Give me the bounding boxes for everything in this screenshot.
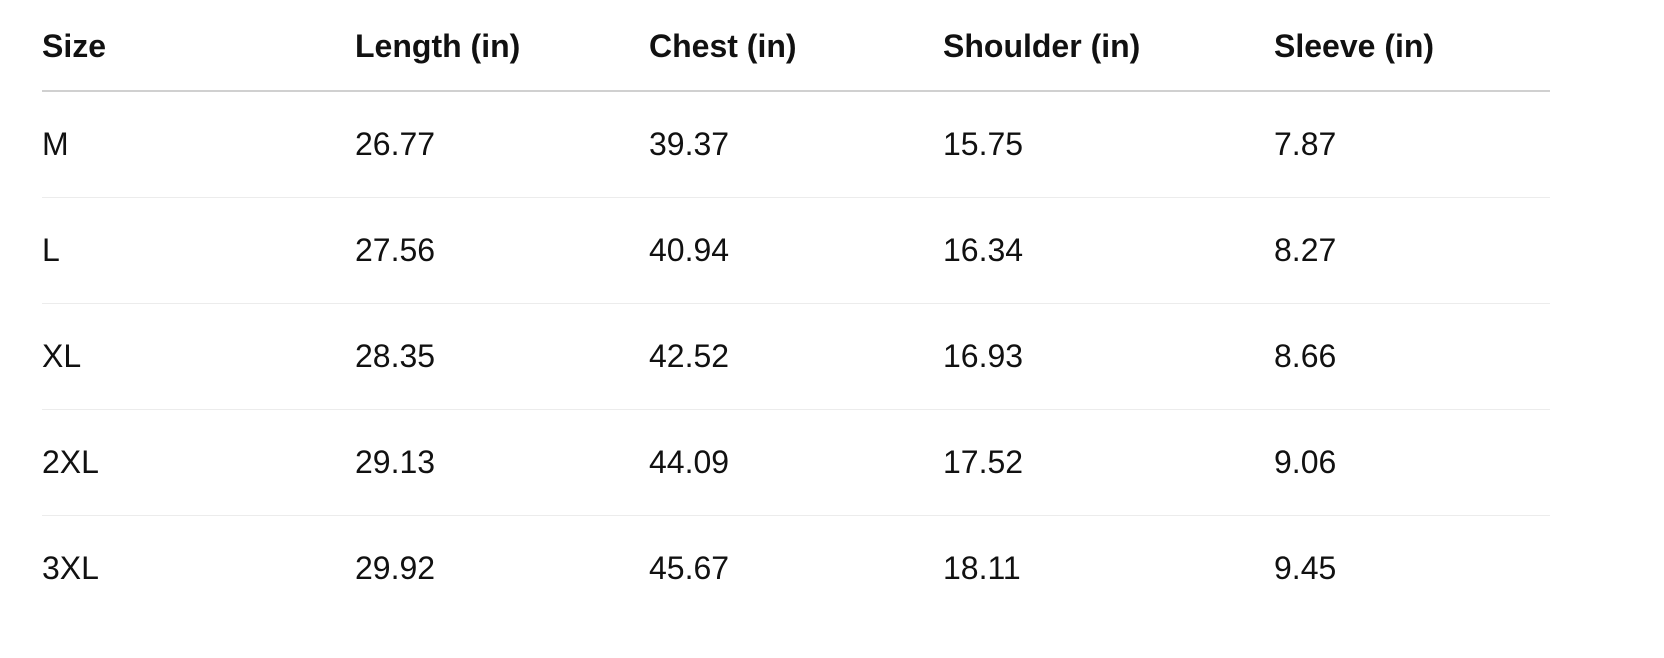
table-row: XL 28.35 42.52 16.93 8.66 — [42, 303, 1550, 410]
table-cell: 16.93 — [943, 303, 1274, 410]
table-cell: 9.45 — [1274, 550, 1337, 586]
table-cell: 15.75 — [943, 91, 1274, 198]
table-cell: 39.37 — [649, 91, 943, 198]
table-cell: 3XL — [42, 550, 99, 586]
table-cell: 28.35 — [355, 303, 649, 410]
table-cell: 9.06 — [1274, 409, 1550, 516]
table-cell: 42.52 — [649, 303, 943, 410]
header-cell: Shoulder (in) — [943, 0, 1274, 92]
table-row: 2XL 29.13 44.09 17.52 9.06 — [42, 409, 1550, 516]
header-cell: Chest (in) — [649, 0, 943, 92]
header-cell: Size — [42, 0, 355, 92]
header-cell: Sleeve (in) — [1274, 0, 1550, 92]
table-body: M 26.77 39.37 15.75 7.87 L 27.56 40.94 16.34 8.27… — [42, 91, 1550, 621]
table-cell: 29.92 — [355, 550, 436, 586]
table-cell: 7.87 — [1274, 91, 1550, 198]
table-cell: 17.52 — [943, 409, 1274, 516]
size-table: Size Length (in) Chest (in) Shoulder (in) Sl… — [42, 0, 1550, 621]
table-cell: 45.67 — [649, 550, 730, 586]
table-cell: 26.77 — [355, 91, 649, 198]
table-cell: 27.56 — [355, 197, 649, 304]
table-cell: L — [42, 197, 355, 304]
table-row: 3XL 29.92 45.67 18.11 9.45 — [42, 516, 1550, 622]
table-cell: 18.11 — [943, 550, 1021, 586]
table-cell: 8.66 — [1274, 303, 1550, 410]
table-cell: M — [42, 91, 355, 198]
header-cell: Length (in) — [355, 0, 649, 92]
table-row: L 27.56 40.94 16.34 8.27 — [42, 197, 1550, 304]
table-cell: 2XL — [42, 409, 355, 516]
table-cell: 16.34 — [943, 197, 1274, 304]
table-cell: 8.27 — [1274, 197, 1550, 304]
table-cell: 44.09 — [649, 409, 943, 516]
table-cell: 40.94 — [649, 197, 943, 304]
table-row: M 26.77 39.37 15.75 7.87 — [42, 91, 1550, 198]
header-row: Size Length (in) Chest (in) Shoulder (in) Sl… — [42, 0, 1550, 92]
table-cell: XL — [42, 303, 355, 410]
table-cell: 29.13 — [355, 409, 649, 516]
